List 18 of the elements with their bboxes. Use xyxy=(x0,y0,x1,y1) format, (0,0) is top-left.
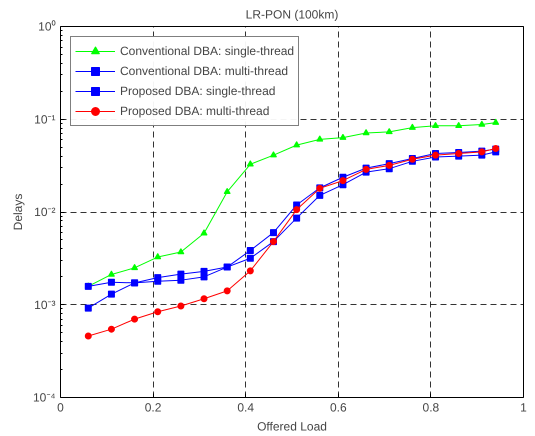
x-tick-label: 0.6 xyxy=(330,400,347,414)
y-tick-label: 10⁻¹ xyxy=(34,112,56,126)
x-tick-label: 0.2 xyxy=(144,400,162,414)
x-tick-label: 0.4 xyxy=(237,400,254,414)
y-tick-label: 10⁰ xyxy=(38,20,56,34)
legend-label: Proposed DBA: single-thread xyxy=(120,84,276,98)
y-axis-title: Delays xyxy=(10,194,25,230)
legend-label: Conventional DBA: single-thread xyxy=(120,44,294,58)
x-tick-label: 0 xyxy=(57,400,64,414)
y-tick-label: 10⁻⁴ xyxy=(32,390,56,404)
legend-label: Conventional DBA: multi-thread xyxy=(120,64,288,78)
chart-title: LR-PON (100km) xyxy=(246,8,338,22)
y-tick-label: 10⁻³ xyxy=(34,298,56,312)
x-tick-label: 1 xyxy=(520,400,528,414)
x-tick-label: 0.8 xyxy=(422,400,440,414)
x-axis-title: Offered Load xyxy=(257,420,327,434)
y-tick-label: 10⁻² xyxy=(34,205,56,219)
legend-label: Proposed DBA: multi-thread xyxy=(120,104,270,118)
